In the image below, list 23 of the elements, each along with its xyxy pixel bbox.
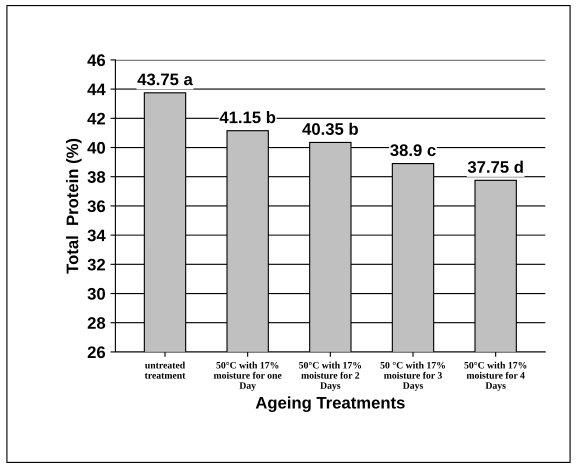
data-label: 37.75 d — [468, 160, 523, 173]
x-tick-label: 50°C with 17% moisture for one Day — [214, 362, 282, 391]
x-tick-label: untreated treatment — [144, 362, 186, 379]
y-tick-label: 30 — [88, 288, 105, 300]
y-tick-label: 28 — [88, 317, 106, 329]
x-tick-label: 50 °C with 17% moisture for 3 Days — [380, 362, 445, 391]
y-tick-label: 34 — [88, 230, 106, 242]
y-tick-label: 44 — [87, 84, 106, 96]
y-tick-label: 46 — [87, 54, 106, 66]
y-tick-label: 38 — [88, 171, 106, 183]
y-tick-label: 40 — [87, 142, 105, 154]
data-label: 38.9 c — [390, 144, 436, 156]
y-tick-label: 32 — [88, 258, 106, 271]
x-tick-label: 50°C with 17% moisture for 4 Days — [464, 362, 526, 391]
y-axis-title: Total Protein (%) — [66, 138, 82, 274]
data-label: 43.75 a — [137, 73, 193, 86]
data-label: 41.15 b — [220, 111, 276, 124]
y-tick-label: 36 — [88, 200, 106, 212]
data-label: 40.35 b — [302, 122, 358, 135]
y-tick-label: 42 — [87, 112, 106, 124]
x-axis-title: Ageing Treatments — [256, 396, 405, 412]
x-tick-label: 50°C with 17% moisture for 2 Days — [299, 362, 362, 391]
y-tick-label: 26 — [88, 346, 106, 358]
